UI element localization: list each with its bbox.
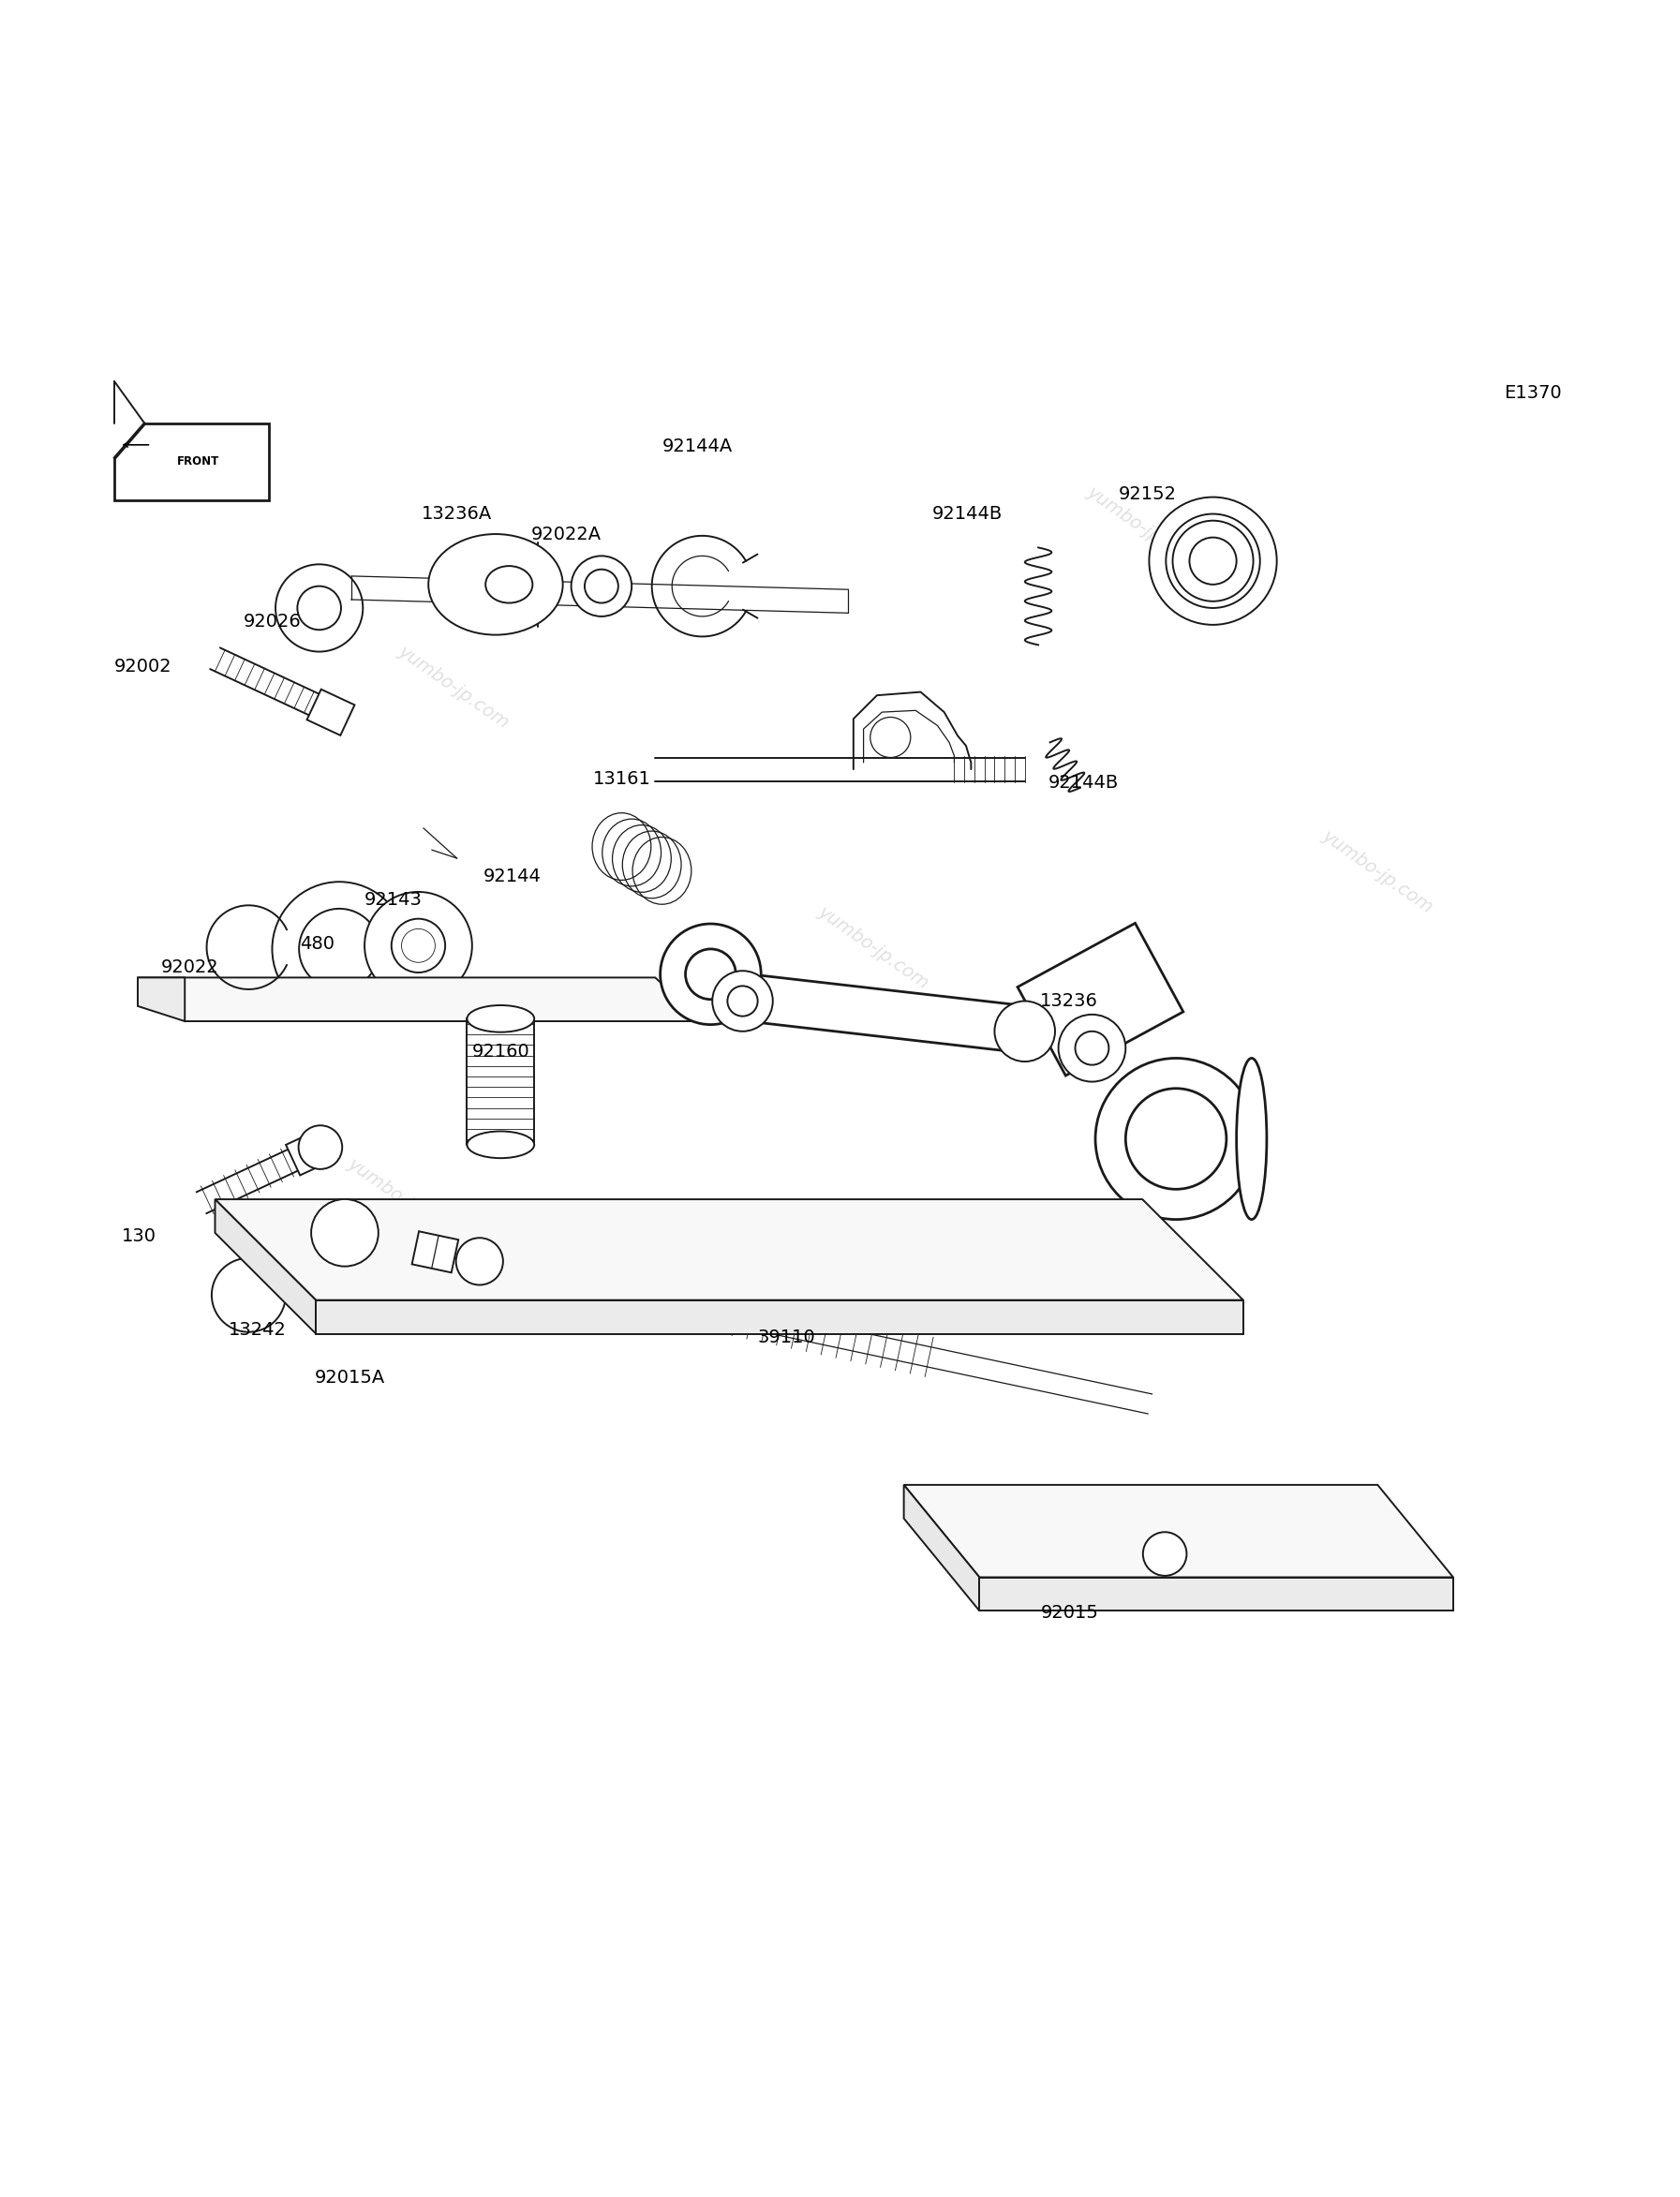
Circle shape [1189, 538, 1236, 584]
Polygon shape [716, 971, 1045, 1055]
Text: 13236A: 13236A [422, 505, 492, 523]
Circle shape [297, 587, 341, 631]
Circle shape [660, 923, 761, 1024]
Polygon shape [286, 1131, 328, 1175]
Circle shape [571, 556, 632, 617]
Text: yumbo-jp.com: yumbo-jp.com [1319, 826, 1436, 916]
Circle shape [309, 1285, 329, 1305]
Circle shape [1075, 1030, 1109, 1066]
Text: 13161: 13161 [593, 771, 650, 789]
Text: 92026: 92026 [244, 613, 301, 631]
Polygon shape [904, 1485, 979, 1610]
Text: 92144A: 92144A [662, 437, 732, 455]
Circle shape [299, 910, 380, 989]
Polygon shape [316, 1301, 1243, 1334]
Circle shape [276, 565, 363, 653]
Text: 480: 480 [301, 936, 334, 953]
Circle shape [299, 1125, 343, 1169]
Circle shape [712, 971, 773, 1030]
Circle shape [1166, 514, 1260, 609]
Circle shape [402, 929, 435, 962]
Circle shape [1142, 1531, 1186, 1575]
Text: 92022A: 92022A [531, 525, 601, 543]
Ellipse shape [467, 1006, 534, 1033]
Ellipse shape [428, 534, 563, 635]
Polygon shape [412, 1230, 459, 1272]
Circle shape [1058, 1015, 1126, 1081]
Circle shape [455, 1237, 502, 1285]
Text: 92160: 92160 [472, 1044, 529, 1061]
Text: 92022: 92022 [161, 958, 218, 975]
Polygon shape [215, 1200, 316, 1334]
Polygon shape [904, 1485, 1453, 1577]
Circle shape [365, 892, 472, 1000]
Polygon shape [1018, 923, 1183, 1077]
Circle shape [1173, 521, 1253, 602]
Text: 92015A: 92015A [314, 1369, 385, 1386]
Circle shape [685, 949, 736, 1000]
Text: 92002: 92002 [114, 657, 171, 677]
Polygon shape [307, 690, 354, 736]
Polygon shape [255, 1233, 306, 1259]
Ellipse shape [1236, 1059, 1267, 1219]
Polygon shape [138, 978, 702, 1022]
Polygon shape [138, 978, 185, 1022]
Circle shape [1095, 1059, 1257, 1219]
Polygon shape [114, 424, 269, 501]
Polygon shape [215, 1200, 1243, 1301]
Text: yumbo-jp.com: yumbo-jp.com [344, 1153, 462, 1244]
Text: 92152: 92152 [1119, 486, 1176, 503]
Ellipse shape [467, 1131, 534, 1158]
Text: 92144B: 92144B [1048, 773, 1119, 791]
Circle shape [995, 1002, 1055, 1061]
Text: 92144: 92144 [484, 868, 541, 885]
Text: 13236: 13236 [1040, 993, 1097, 1011]
Text: E1370: E1370 [1504, 384, 1561, 402]
Circle shape [391, 918, 445, 973]
Circle shape [727, 986, 758, 1017]
Text: 39110: 39110 [758, 1329, 815, 1347]
Text: FRONT: FRONT [176, 455, 218, 468]
Circle shape [311, 1200, 378, 1265]
Text: 92143: 92143 [365, 892, 422, 910]
Text: yumbo-jp.com: yumbo-jp.com [815, 903, 932, 993]
Polygon shape [979, 1577, 1453, 1610]
Circle shape [870, 716, 911, 758]
Text: 92144B: 92144B [932, 505, 1003, 523]
Circle shape [585, 569, 618, 602]
Text: 130: 130 [123, 1228, 156, 1246]
Ellipse shape [486, 567, 533, 602]
Circle shape [299, 1274, 339, 1316]
Text: yumbo-jp.com: yumbo-jp.com [1084, 483, 1201, 571]
Circle shape [212, 1259, 286, 1331]
Text: yumbo-jp.com: yumbo-jp.com [395, 642, 512, 732]
Circle shape [1149, 497, 1277, 624]
Text: 13242: 13242 [228, 1320, 286, 1340]
Circle shape [1126, 1088, 1226, 1189]
Text: 92015: 92015 [1042, 1604, 1099, 1621]
Circle shape [272, 881, 407, 1017]
